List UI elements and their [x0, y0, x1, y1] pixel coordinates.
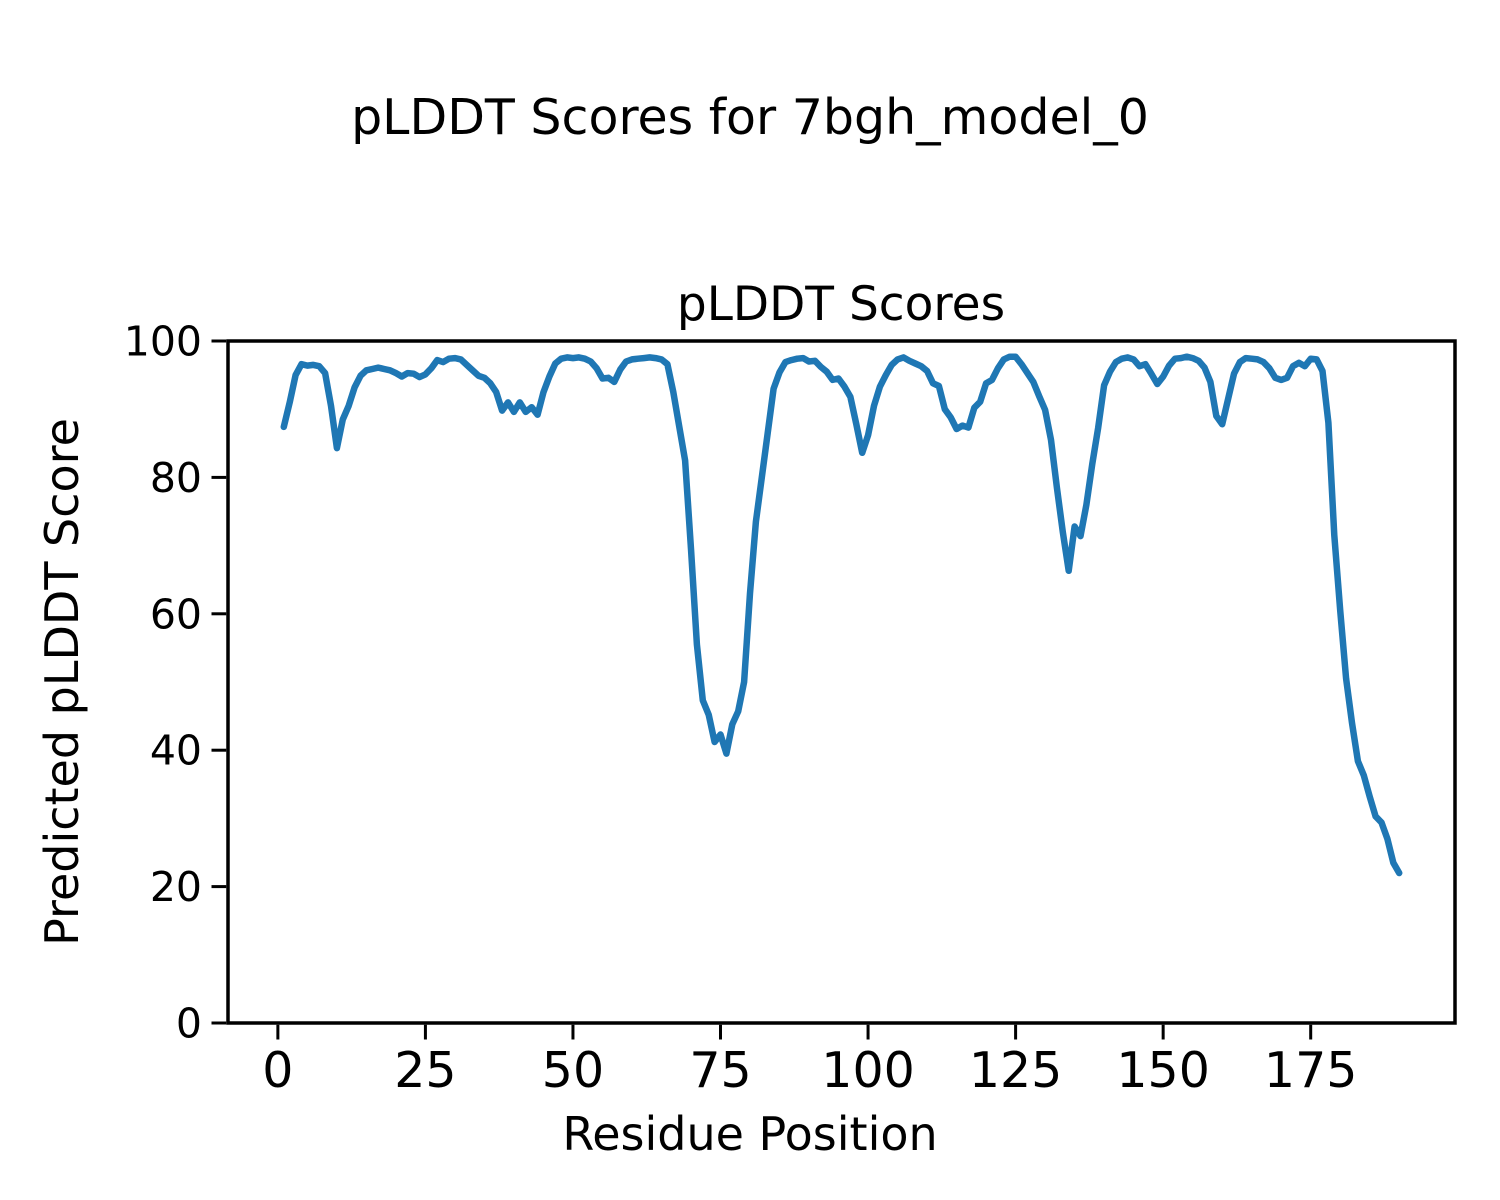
x-tick-label: 125	[969, 1042, 1063, 1099]
y-tick-label: 100	[124, 318, 202, 366]
series-layer	[280, 353, 1403, 877]
y-tick-label: 60	[150, 590, 202, 638]
x-tick-label: 100	[821, 1042, 915, 1099]
y-tick-label: 40	[150, 727, 202, 775]
x-axis-label: Residue Position	[562, 1107, 937, 1161]
y-tick-label: 80	[150, 454, 202, 502]
x-tick-label: 25	[394, 1042, 456, 1099]
y-axis-label: Predicted pLDDT Score	[35, 418, 89, 946]
ticks-layer: 0 25 50 75 100 125 150 175 0 20 40 60 80 100	[124, 318, 1358, 1100]
x-tick-label: 175	[1264, 1042, 1358, 1099]
x-tick-label: 50	[542, 1042, 604, 1099]
plddt-line-series	[280, 353, 1403, 877]
y-tick-label: 20	[150, 863, 202, 911]
axes-title: pLDDT Scores	[677, 277, 1005, 332]
figure-suptitle: pLDDT Scores for 7bgh_model_0	[351, 89, 1149, 146]
plot-area-frame	[226, 339, 1457, 1025]
x-tick-label: 150	[1116, 1042, 1210, 1099]
x-tick-label: 0	[262, 1042, 293, 1099]
x-tick-label: 75	[689, 1042, 751, 1099]
y-tick-label: 0	[176, 1000, 202, 1048]
